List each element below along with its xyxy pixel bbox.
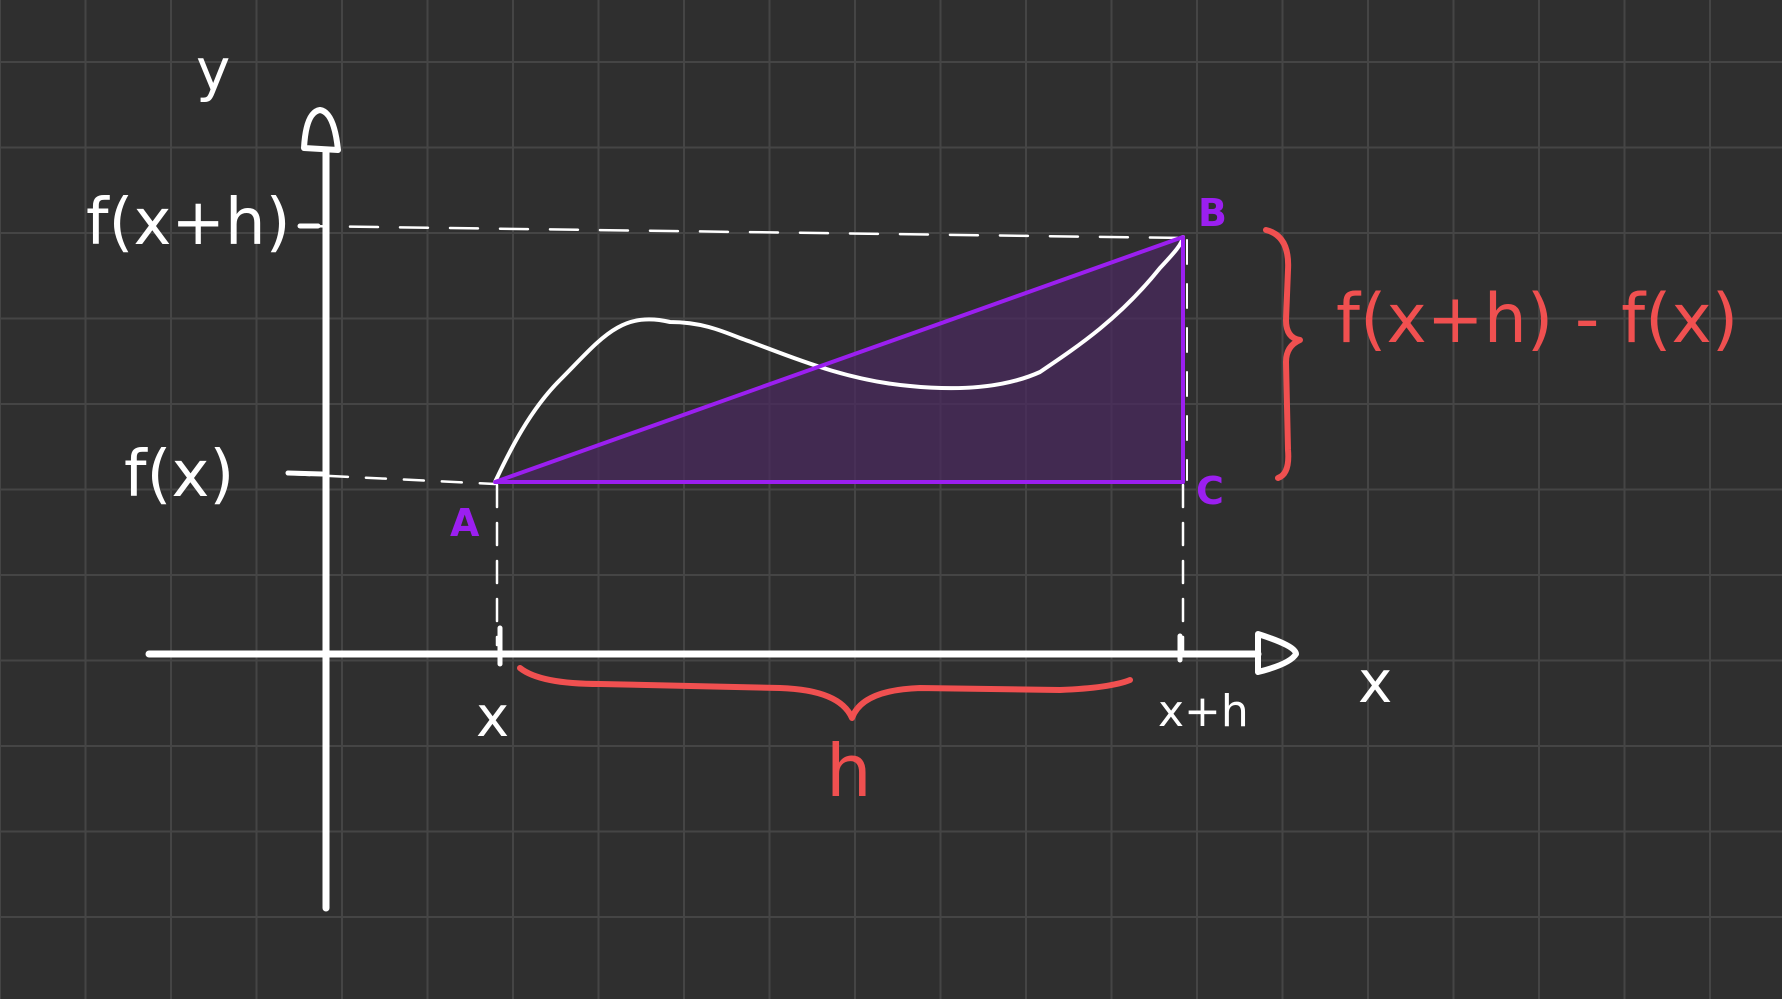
x-axis-label: x	[1358, 648, 1392, 716]
y-tick-label-low: f(x)	[124, 438, 234, 512]
point-a-label: A	[450, 501, 480, 545]
point-b-label: B	[1198, 191, 1227, 235]
brace-rise	[1263, 227, 1303, 481]
rise-annotation: f(x+h) - f(x)	[1336, 280, 1738, 359]
tick-y-fx	[285, 470, 325, 477]
triangle-abc-outline	[493, 235, 1185, 484]
y-axis-arrow	[301, 107, 341, 153]
function-curve	[493, 235, 1185, 484]
y-axis-label: y	[196, 36, 230, 104]
x-tick-label-start: x	[476, 685, 509, 750]
x-tick-label-end: x+h	[1158, 686, 1249, 737]
point-c-label: C	[1196, 469, 1224, 513]
x-axis-arrow	[1255, 631, 1299, 675]
y-tick-label-high: f(x+h)	[86, 186, 291, 260]
brace-h	[517, 665, 1133, 721]
dashed-guide-fx	[288, 472, 497, 486]
run-annotation: h	[826, 729, 872, 813]
